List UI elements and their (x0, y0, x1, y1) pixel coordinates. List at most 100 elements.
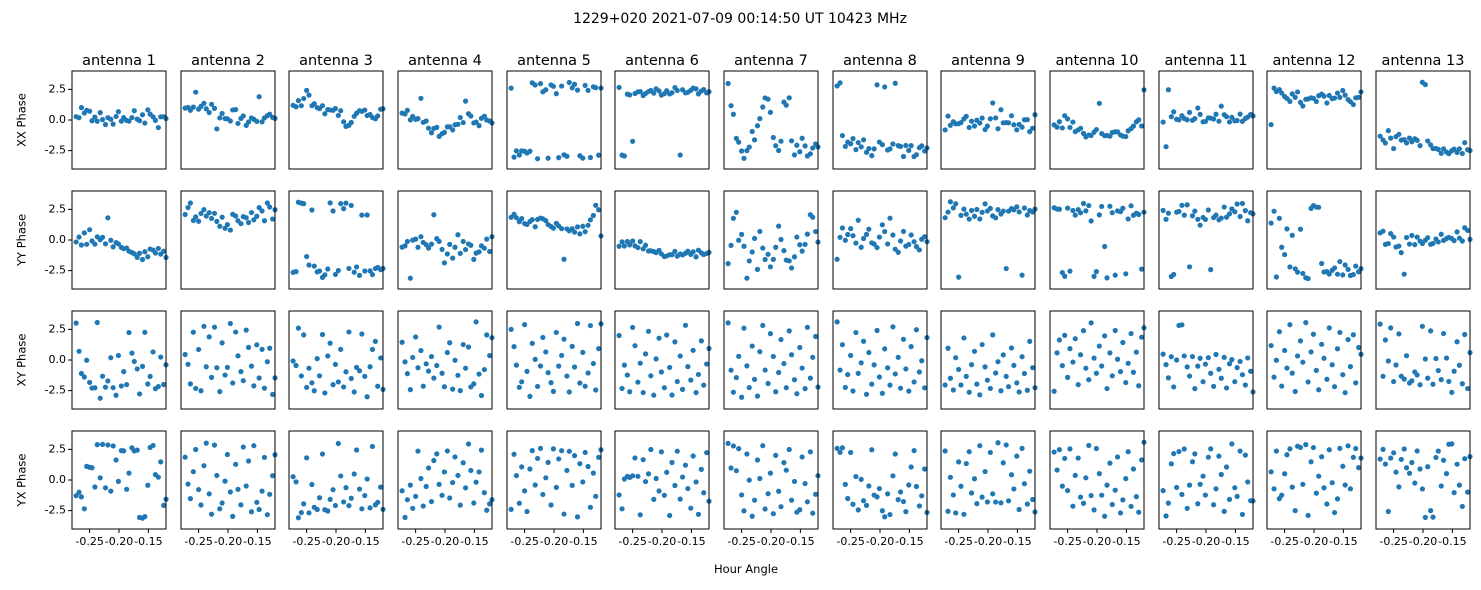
data-point (866, 226, 872, 232)
data-point (693, 479, 699, 485)
data-point (813, 228, 819, 235)
data-point (471, 500, 477, 506)
data-point (1160, 207, 1166, 213)
data-point (1133, 494, 1139, 500)
data-point (1268, 220, 1274, 226)
data-point (1067, 268, 1073, 274)
x-tick-label: -0.20 (648, 535, 676, 548)
data-point (1459, 381, 1465, 387)
data-point (788, 352, 795, 358)
data-point (251, 443, 257, 449)
data-point (311, 263, 317, 269)
data-point (1130, 466, 1137, 472)
data-point (874, 244, 880, 251)
data-point (214, 218, 220, 224)
data-point (1136, 509, 1142, 515)
data-point (434, 124, 440, 130)
data-point (945, 113, 951, 119)
data-point (885, 491, 891, 497)
data-point (990, 491, 996, 497)
data-point (1422, 514, 1428, 520)
panel: -0.25 -0.20 -0.15 (1375, 430, 1473, 548)
data-point (739, 394, 745, 400)
data-point (1245, 218, 1251, 224)
data-point (1120, 205, 1126, 211)
data-point (441, 260, 448, 266)
data-point (987, 385, 993, 392)
data-point (966, 389, 972, 395)
data-point (524, 508, 530, 515)
panel (506, 190, 604, 290)
data-point (537, 81, 544, 87)
data-point (1139, 266, 1145, 272)
data-point (1014, 204, 1020, 210)
panel-frame (1049, 70, 1145, 170)
data-point (341, 499, 347, 505)
data-point (364, 394, 370, 400)
data-point (596, 454, 602, 460)
data-point (1174, 357, 1180, 363)
data-point (78, 242, 84, 248)
data-point (797, 149, 803, 155)
data-point (1239, 200, 1246, 207)
data-point (1406, 241, 1413, 247)
data-point (457, 114, 463, 121)
data-point (807, 151, 813, 157)
data-point (356, 272, 363, 278)
data-point (733, 135, 739, 141)
data-point (1186, 109, 1193, 116)
data-point (1091, 273, 1097, 279)
data-point (797, 344, 803, 351)
data-point (1232, 209, 1238, 215)
data-point (757, 349, 763, 355)
data-point (635, 244, 641, 251)
data-point (942, 127, 948, 133)
data-point (267, 345, 273, 351)
data-point (1208, 267, 1214, 273)
data-point (1099, 492, 1105, 498)
data-point (688, 377, 694, 383)
data-point (245, 344, 252, 350)
data-point (863, 231, 870, 237)
data-point (198, 210, 204, 217)
data-point (770, 353, 776, 360)
data-point (1438, 150, 1444, 156)
data-point (332, 105, 339, 112)
data-point (1232, 379, 1238, 385)
data-point (256, 506, 262, 513)
data-point (516, 500, 522, 506)
data-point (580, 223, 586, 229)
data-point (203, 364, 209, 370)
data-point (1128, 203, 1134, 209)
data-point (690, 347, 696, 353)
data-point (129, 114, 135, 121)
data-point (736, 237, 742, 243)
data-point (842, 481, 848, 488)
data-point (457, 250, 463, 256)
data-point (487, 248, 493, 255)
panel-frame (832, 70, 928, 170)
data-point (434, 362, 440, 369)
data-point (99, 373, 106, 379)
data-point (741, 243, 747, 249)
data-point (987, 205, 993, 211)
data-point (1088, 492, 1094, 499)
data-point (744, 451, 750, 457)
data-point (741, 508, 747, 514)
data-point (94, 319, 100, 326)
panel: antenna 12.50.0-2.5 (45, 53, 169, 170)
data-point (471, 381, 477, 387)
data-point (1021, 481, 1028, 487)
data-point (621, 362, 628, 368)
data-point (425, 125, 432, 131)
data-point (423, 361, 429, 367)
data-point (1056, 119, 1062, 125)
data-point (1391, 145, 1397, 152)
data-point (1112, 487, 1118, 493)
data-point (1342, 262, 1348, 268)
data-point (1216, 366, 1222, 372)
panel-title: antenna 4 (408, 53, 482, 69)
data-point (1096, 471, 1102, 477)
x-tick-label: -0.25 (292, 535, 320, 548)
data-point (1107, 460, 1113, 466)
